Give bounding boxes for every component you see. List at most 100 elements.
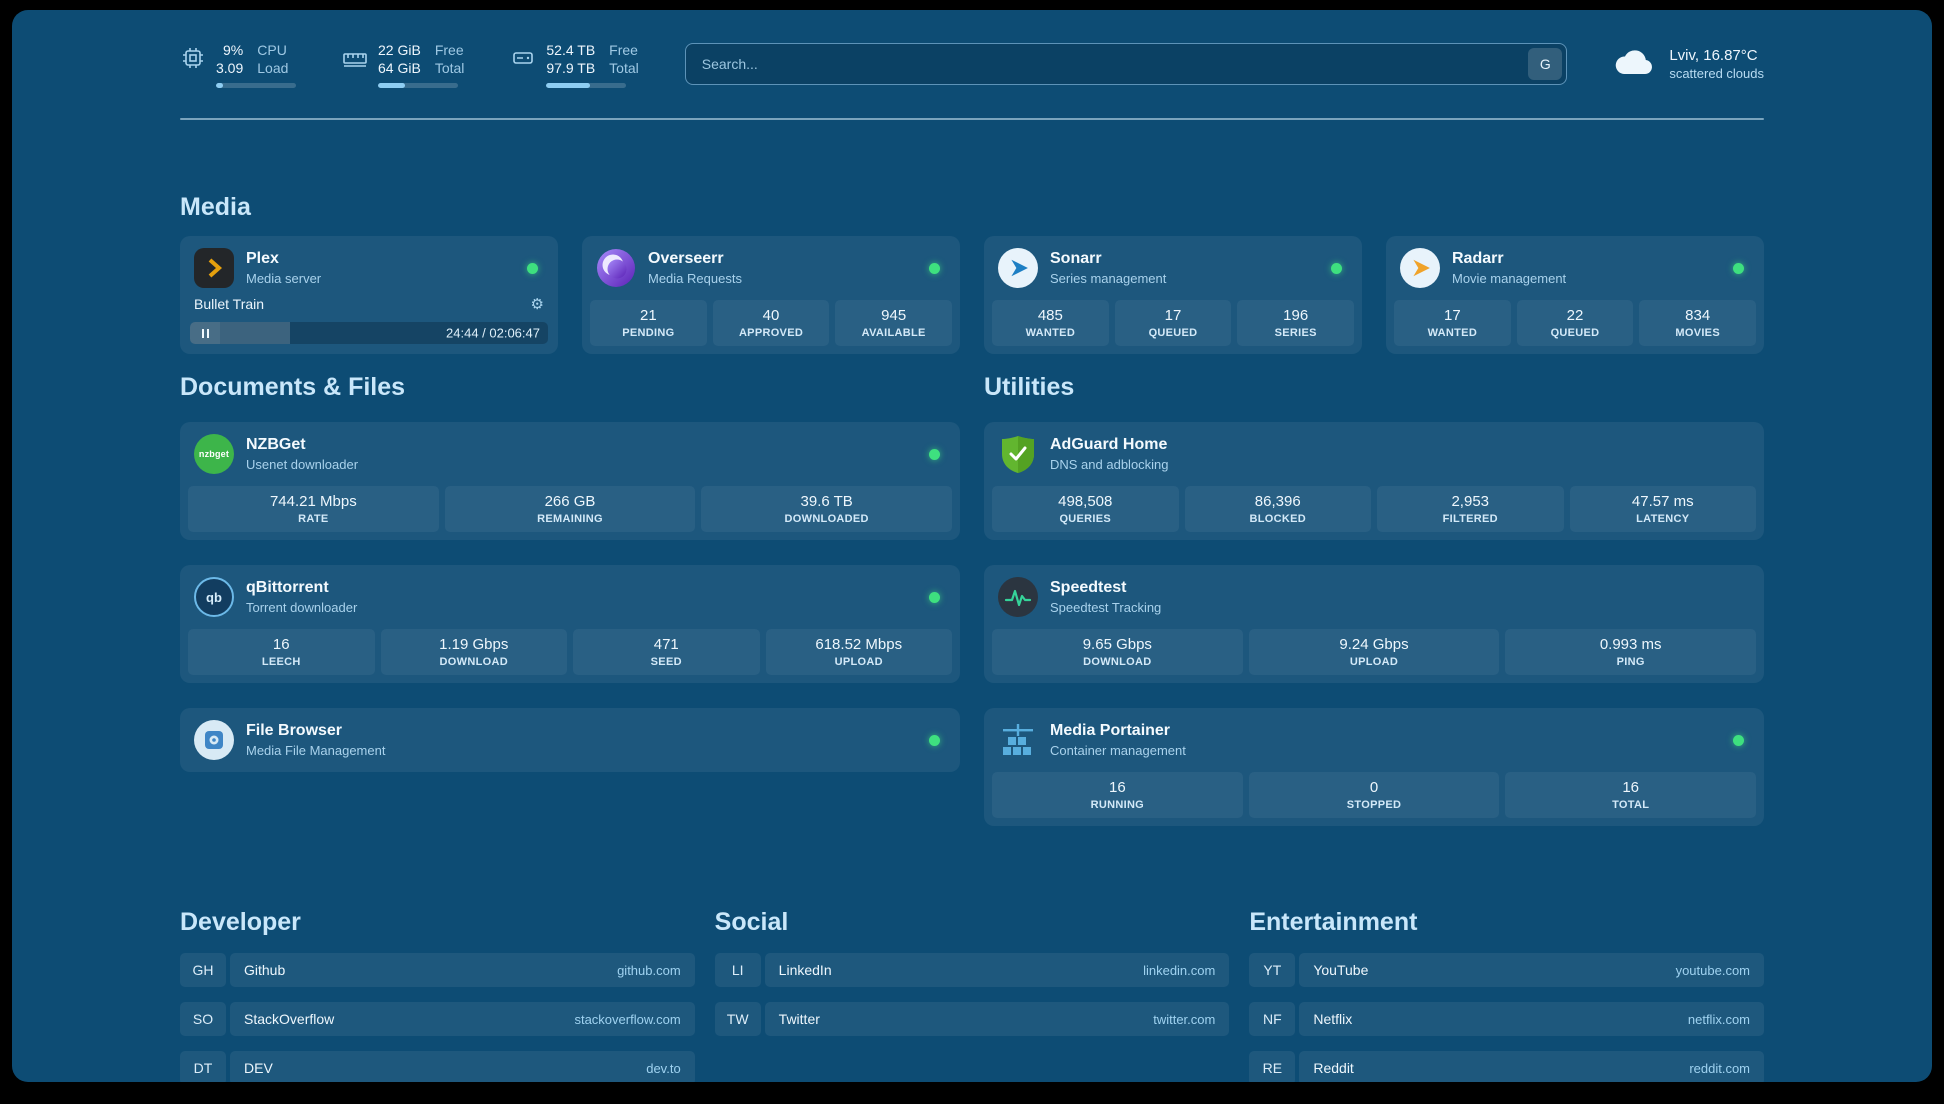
bookmark-link[interactable]: LinkedIn linkedin.com xyxy=(764,953,1230,987)
bookmark-stackoverflow[interactable]: SO StackOverflow stackoverflow.com xyxy=(180,1002,695,1036)
bookmark-name: StackOverflow xyxy=(244,1011,335,1027)
service-meta: Radarr Movie management xyxy=(1452,249,1566,287)
stat-label: UPLOAD xyxy=(1349,656,1399,668)
bookmark-netflix[interactable]: NF Netflix netflix.com xyxy=(1249,1002,1765,1036)
stat-tile: 0 STOPPED xyxy=(1248,772,1500,818)
bookmark-github[interactable]: GH Github github.com xyxy=(180,953,695,987)
stat-tile: 9.65 Gbps DOWNLOAD xyxy=(992,629,1243,675)
search-input[interactable] xyxy=(684,43,1568,85)
bookmark-url: github.com xyxy=(617,962,681,978)
service-card-plex[interactable]: Plex Media server Bullet Train ⚙ 24:44 /… xyxy=(180,236,558,354)
stat-tile: 40 APPROVED xyxy=(712,300,830,346)
stat-tile-row: 744.21 Mbps RATE 266 GB REMAINING 39.6 T… xyxy=(188,486,953,532)
bookmark-link[interactable]: DEV dev.to xyxy=(230,1051,695,1082)
playback-progress-bar[interactable]: 24:44 / 02:06:47 xyxy=(190,322,548,344)
memory-total-label: Total xyxy=(434,59,465,76)
stat-tile-row: 16 LEECH 1.19 Gbps DOWNLOAD 471 SEED 6 xyxy=(188,629,952,675)
stat-tile: 2,953 FILTERED xyxy=(1377,486,1564,532)
service-card-portainer[interactable]: Media Portainer Container management 16 … xyxy=(984,708,1764,826)
section-title-utilities: Utilities xyxy=(984,373,1075,401)
bookmark-twitter[interactable]: TW Twitter twitter.com xyxy=(714,1002,1230,1036)
service-name: Speedtest xyxy=(1050,579,1127,596)
service-card-speedtest[interactable]: Speedtest Speedtest Tracking 9.65 Gbps D… xyxy=(984,565,1764,683)
stat-label: AVAILABLE xyxy=(861,327,926,339)
service-meta: Overseerr Media Requests xyxy=(648,249,742,287)
search-bar: G xyxy=(684,43,1568,85)
cpu-stat-body: 9% 3.09 CPU Load xyxy=(216,41,296,88)
status-dot xyxy=(1331,262,1342,274)
memory-stat-body: 22 GiB 64 GiB Free Total xyxy=(378,41,464,88)
memory-free-value: 22 GiB xyxy=(378,41,421,58)
disk-free-value: 52.4 TB xyxy=(546,41,596,58)
stat-tile: 16 RUNNING xyxy=(992,772,1243,818)
bookmark-link[interactable]: Github github.com xyxy=(230,953,695,987)
media-card-row: Plex Media server Bullet Train ⚙ 24:44 /… xyxy=(180,236,1764,354)
bookmark-link[interactable]: Twitter twitter.com xyxy=(764,1002,1230,1036)
portainer-icon xyxy=(998,720,1038,760)
service-card-overseerr[interactable]: Overseerr Media Requests 21 PENDING 40 A… xyxy=(582,236,960,354)
section-title-media: Media xyxy=(180,193,251,221)
bookmark-group-social: Social LI LinkedIn linkedin.com TW Twitt… xyxy=(714,907,1230,1082)
service-card-radarr[interactable]: Radarr Movie management 17 WANTED 22 QUE… xyxy=(1386,236,1764,354)
memory-total-value: 64 GiB xyxy=(378,59,421,76)
card-head: AdGuard Home DNS and adblocking xyxy=(992,430,1756,478)
service-meta: qBittorrent Torrent downloader xyxy=(246,578,357,616)
now-playing-row: Bullet Train ⚙ xyxy=(188,294,550,314)
bookmark-youtube[interactable]: YT YouTube youtube.com xyxy=(1249,953,1765,987)
stat-tile-row: 17 WANTED 22 QUEUED 834 MOVIES xyxy=(1394,300,1757,346)
gear-icon[interactable]: ⚙ xyxy=(530,295,544,313)
service-card-filebrowser[interactable]: File Browser Media File Management xyxy=(180,708,960,772)
stat-label: QUEUED xyxy=(1148,327,1198,339)
service-meta: Plex Media server xyxy=(246,249,321,287)
now-playing-title: Bullet Train xyxy=(194,296,265,312)
card-head: Radarr Movie management xyxy=(1394,244,1756,292)
bookmark-link[interactable]: StackOverflow stackoverflow.com xyxy=(230,1002,695,1036)
card-head: Media Portainer Container management xyxy=(992,716,1756,764)
stat-tile-row: 21 PENDING 40 APPROVED 945 AVAILABLE xyxy=(590,300,953,346)
stat-tile: 16 TOTAL xyxy=(1505,772,1757,818)
stat-value: 744.21 Mbps xyxy=(269,493,357,510)
stat-label: RATE xyxy=(298,513,329,525)
service-card-adguard[interactable]: AdGuard Home DNS and adblocking 498,508 … xyxy=(984,422,1764,540)
bookmark-reddit[interactable]: RE Reddit reddit.com xyxy=(1249,1051,1765,1082)
pause-button[interactable] xyxy=(190,322,220,344)
cpu-icon xyxy=(180,45,206,71)
stat-value: 498,508 xyxy=(1058,493,1113,510)
service-meta: Sonarr Series management xyxy=(1050,249,1166,287)
bookmark-linkedin[interactable]: LI LinkedIn linkedin.com xyxy=(714,953,1230,987)
card-head: Overseerr Media Requests xyxy=(590,244,952,292)
bookmark-name: Twitter xyxy=(778,1011,820,1027)
bookmark-link[interactable]: Reddit reddit.com xyxy=(1299,1051,1765,1082)
service-card-sonarr[interactable]: Sonarr Series management 485 WANTED 17 Q… xyxy=(984,236,1362,354)
stat-tile-row: 498,508 QUERIES 86,396 BLOCKED 2,953 FIL… xyxy=(992,486,1756,532)
sonarr-icon xyxy=(998,248,1038,288)
bookmark-name: Reddit xyxy=(1313,1060,1354,1076)
service-card-nzbget[interactable]: nzbget NZBGet Usenet downloader 744.21 M… xyxy=(180,422,960,540)
stat-tile: 0.993 ms PING xyxy=(1505,629,1757,675)
bookmark-abbr: SO xyxy=(180,1002,226,1036)
card-head: File Browser Media File Management xyxy=(188,716,952,764)
stat-tile-row: 16 RUNNING 0 STOPPED 16 TOTAL xyxy=(992,772,1757,818)
player-row: 24:44 / 02:06:47 xyxy=(190,322,548,344)
stat-label: FILTERED xyxy=(1442,513,1498,525)
bookmark-dev[interactable]: DT DEV dev.to xyxy=(180,1051,695,1082)
stat-tile: 22 QUEUED xyxy=(1516,300,1634,346)
service-subtitle: Movie management xyxy=(1452,271,1567,286)
bookmark-url: twitter.com xyxy=(1153,1011,1216,1027)
bookmark-url: dev.to xyxy=(646,1060,681,1076)
stat-value: 0.993 ms xyxy=(1599,636,1662,653)
bookmark-group-developer: Developer GH Github github.com SO StackO… xyxy=(180,907,695,1082)
stat-value: 39.6 TB xyxy=(800,493,853,510)
stat-value: 22 xyxy=(1566,307,1584,324)
service-card-qbittorrent[interactable]: qb qBittorrent Torrent downloader 16 LEE… xyxy=(180,565,960,683)
bookmark-link[interactable]: YouTube youtube.com xyxy=(1299,953,1765,987)
search-engine-button[interactable]: G xyxy=(1528,48,1563,80)
nzbget-icon: nzbget xyxy=(194,434,234,474)
stat-tile: 47.57 ms LATENCY xyxy=(1569,486,1756,532)
stat-label: TOTAL xyxy=(1612,799,1650,811)
stat-label: DOWNLOAD xyxy=(1083,656,1152,668)
stat-value: 0 xyxy=(1369,779,1379,796)
bookmark-link[interactable]: Netflix netflix.com xyxy=(1299,1002,1765,1036)
stat-label: BLOCKED xyxy=(1249,513,1306,525)
stat-value: 17 xyxy=(1443,307,1461,324)
